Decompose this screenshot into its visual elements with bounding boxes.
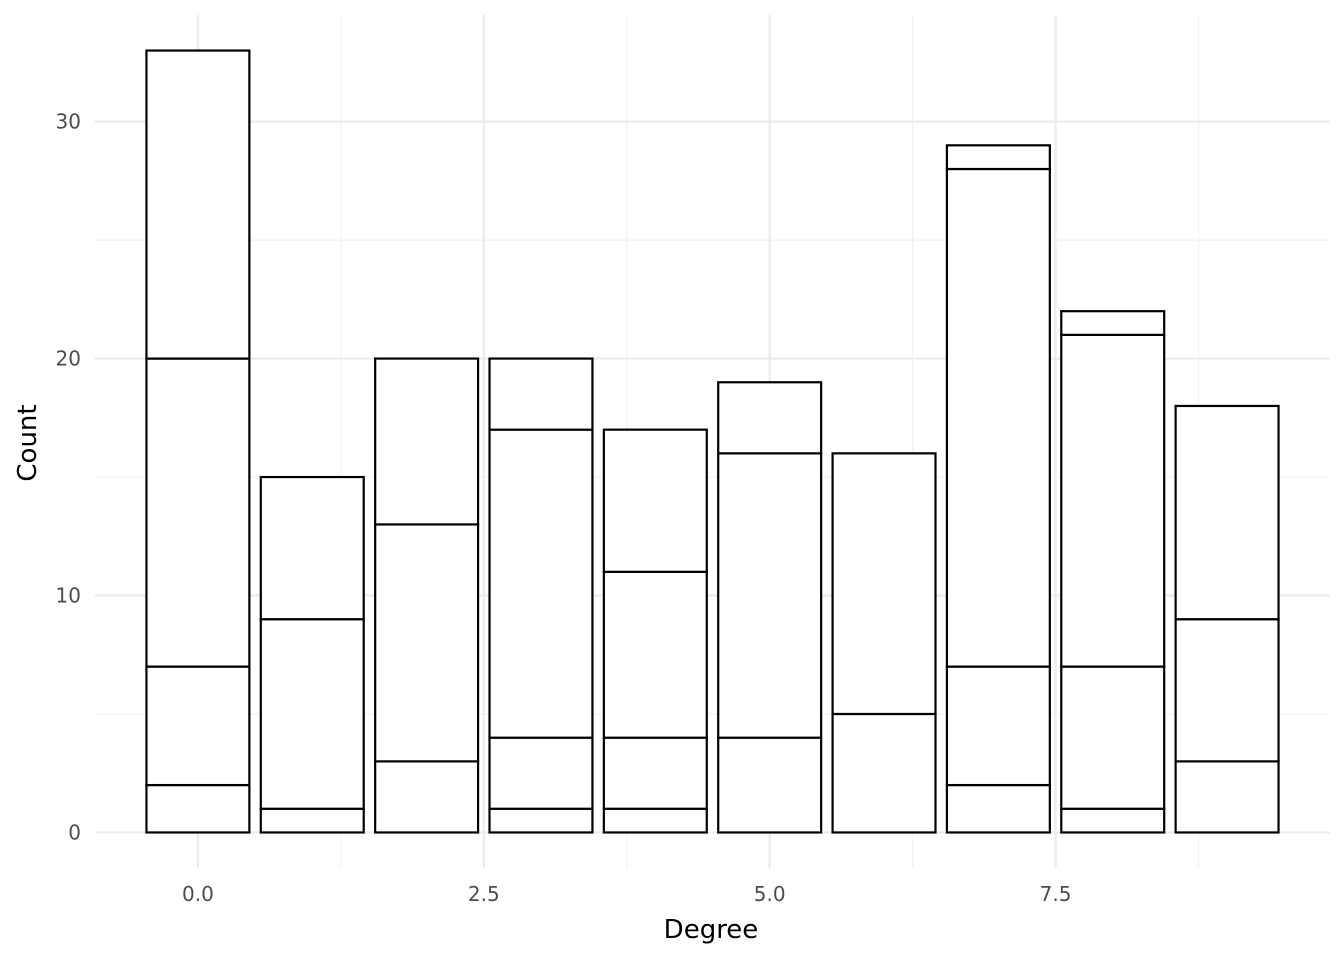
y-tick-label: 30: [56, 110, 81, 134]
x-axis-title: Degree: [664, 915, 759, 945]
bar-segment: [831, 452, 937, 716]
x-axis-ticks: 0.0 2.5 5.0 7.5: [182, 882, 1071, 906]
y-axis-ticks: 0 10 20 30: [56, 110, 81, 845]
bar-segment: [259, 807, 365, 834]
x-tick-label: 2.5: [468, 882, 500, 906]
bar-segment: [602, 736, 708, 810]
bar-1: [259, 475, 365, 834]
bar-2: [374, 357, 480, 834]
bar-segment: [717, 381, 823, 455]
bars: [145, 49, 1280, 834]
y-tick-label: 10: [56, 584, 81, 608]
bar-segment: [602, 570, 708, 739]
bar-segment: [602, 428, 708, 573]
bar-segment: [145, 357, 251, 668]
bar-segment: [831, 712, 937, 834]
bar-segment: [374, 760, 480, 834]
bar-7: [945, 144, 1051, 834]
bar-segment: [717, 736, 823, 834]
bar-segment: [145, 783, 251, 834]
bar-segment: [1174, 618, 1280, 763]
bar-segment: [488, 807, 594, 834]
bar-0: [145, 49, 251, 834]
bar-3: [488, 357, 594, 834]
bar-segment: [1060, 665, 1166, 810]
bar-6: [831, 452, 937, 834]
bar-segment: [374, 523, 480, 763]
bar-segment: [1060, 333, 1166, 668]
bar-5: [717, 381, 823, 834]
bar-segment: [945, 167, 1051, 668]
bar-segment: [945, 665, 1051, 787]
bar-segment: [488, 736, 594, 810]
bar-segment: [259, 618, 365, 810]
bar-segment: [488, 357, 594, 431]
bar-segment: [145, 665, 251, 787]
x-tick-label: 7.5: [1040, 882, 1072, 906]
bar-segment: [945, 783, 1051, 834]
bar-segment: [717, 452, 823, 739]
bar-8: [1060, 310, 1166, 834]
bar-4: [602, 428, 708, 834]
bar-segment: [1060, 310, 1166, 336]
bar-segment: [145, 49, 251, 360]
bar-segment: [374, 357, 480, 526]
y-tick-label: 20: [56, 347, 81, 371]
y-axis-title: Count: [13, 404, 43, 481]
bar-segment: [1174, 760, 1280, 834]
bar-segment: [259, 475, 365, 621]
y-tick-label: 0: [68, 820, 81, 844]
bar-segment: [945, 144, 1051, 171]
bar-segment: [1060, 807, 1166, 834]
bar-segment: [1174, 404, 1280, 621]
bar-9: [1174, 404, 1280, 834]
bar-segment: [488, 428, 594, 739]
x-tick-label: 0.0: [182, 882, 214, 906]
x-tick-label: 5.0: [754, 882, 786, 906]
bar-segment: [602, 807, 708, 834]
